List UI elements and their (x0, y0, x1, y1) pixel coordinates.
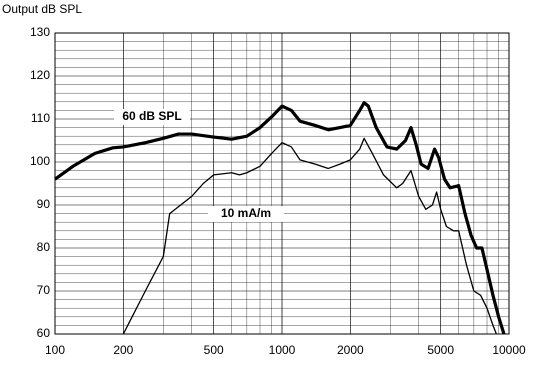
series-line (54, 101, 506, 335)
y-axis-label: Output dB SPL (2, 2, 82, 16)
y-tick-label: 60 (37, 326, 51, 340)
x-tick-label: 1000 (269, 343, 296, 357)
x-tick-label: 10000 (492, 343, 526, 357)
annotation: 60 dB SPL (122, 109, 181, 123)
annotation-background (114, 109, 190, 125)
y-tick-label: 70 (37, 283, 51, 297)
annotation-background (208, 206, 284, 222)
y-tick-label: 80 (37, 240, 51, 254)
annotation: 10 mA/m (221, 206, 271, 220)
y-tick-label: 90 (37, 197, 51, 211)
series-line (122, 137, 498, 335)
x-tick-label: 2000 (337, 343, 364, 357)
y-tick-label: 120 (30, 68, 50, 82)
plot-frame (54, 32, 510, 335)
x-tick-label: 200 (113, 343, 133, 357)
x-tick-label: 5000 (427, 343, 454, 357)
y-tick-label: 100 (30, 154, 50, 168)
x-tick-label: 100 (45, 343, 65, 357)
y-tick-label: 130 (30, 25, 50, 39)
y-tick-label: 110 (31, 111, 50, 125)
x-tick-label: 500 (204, 343, 224, 357)
